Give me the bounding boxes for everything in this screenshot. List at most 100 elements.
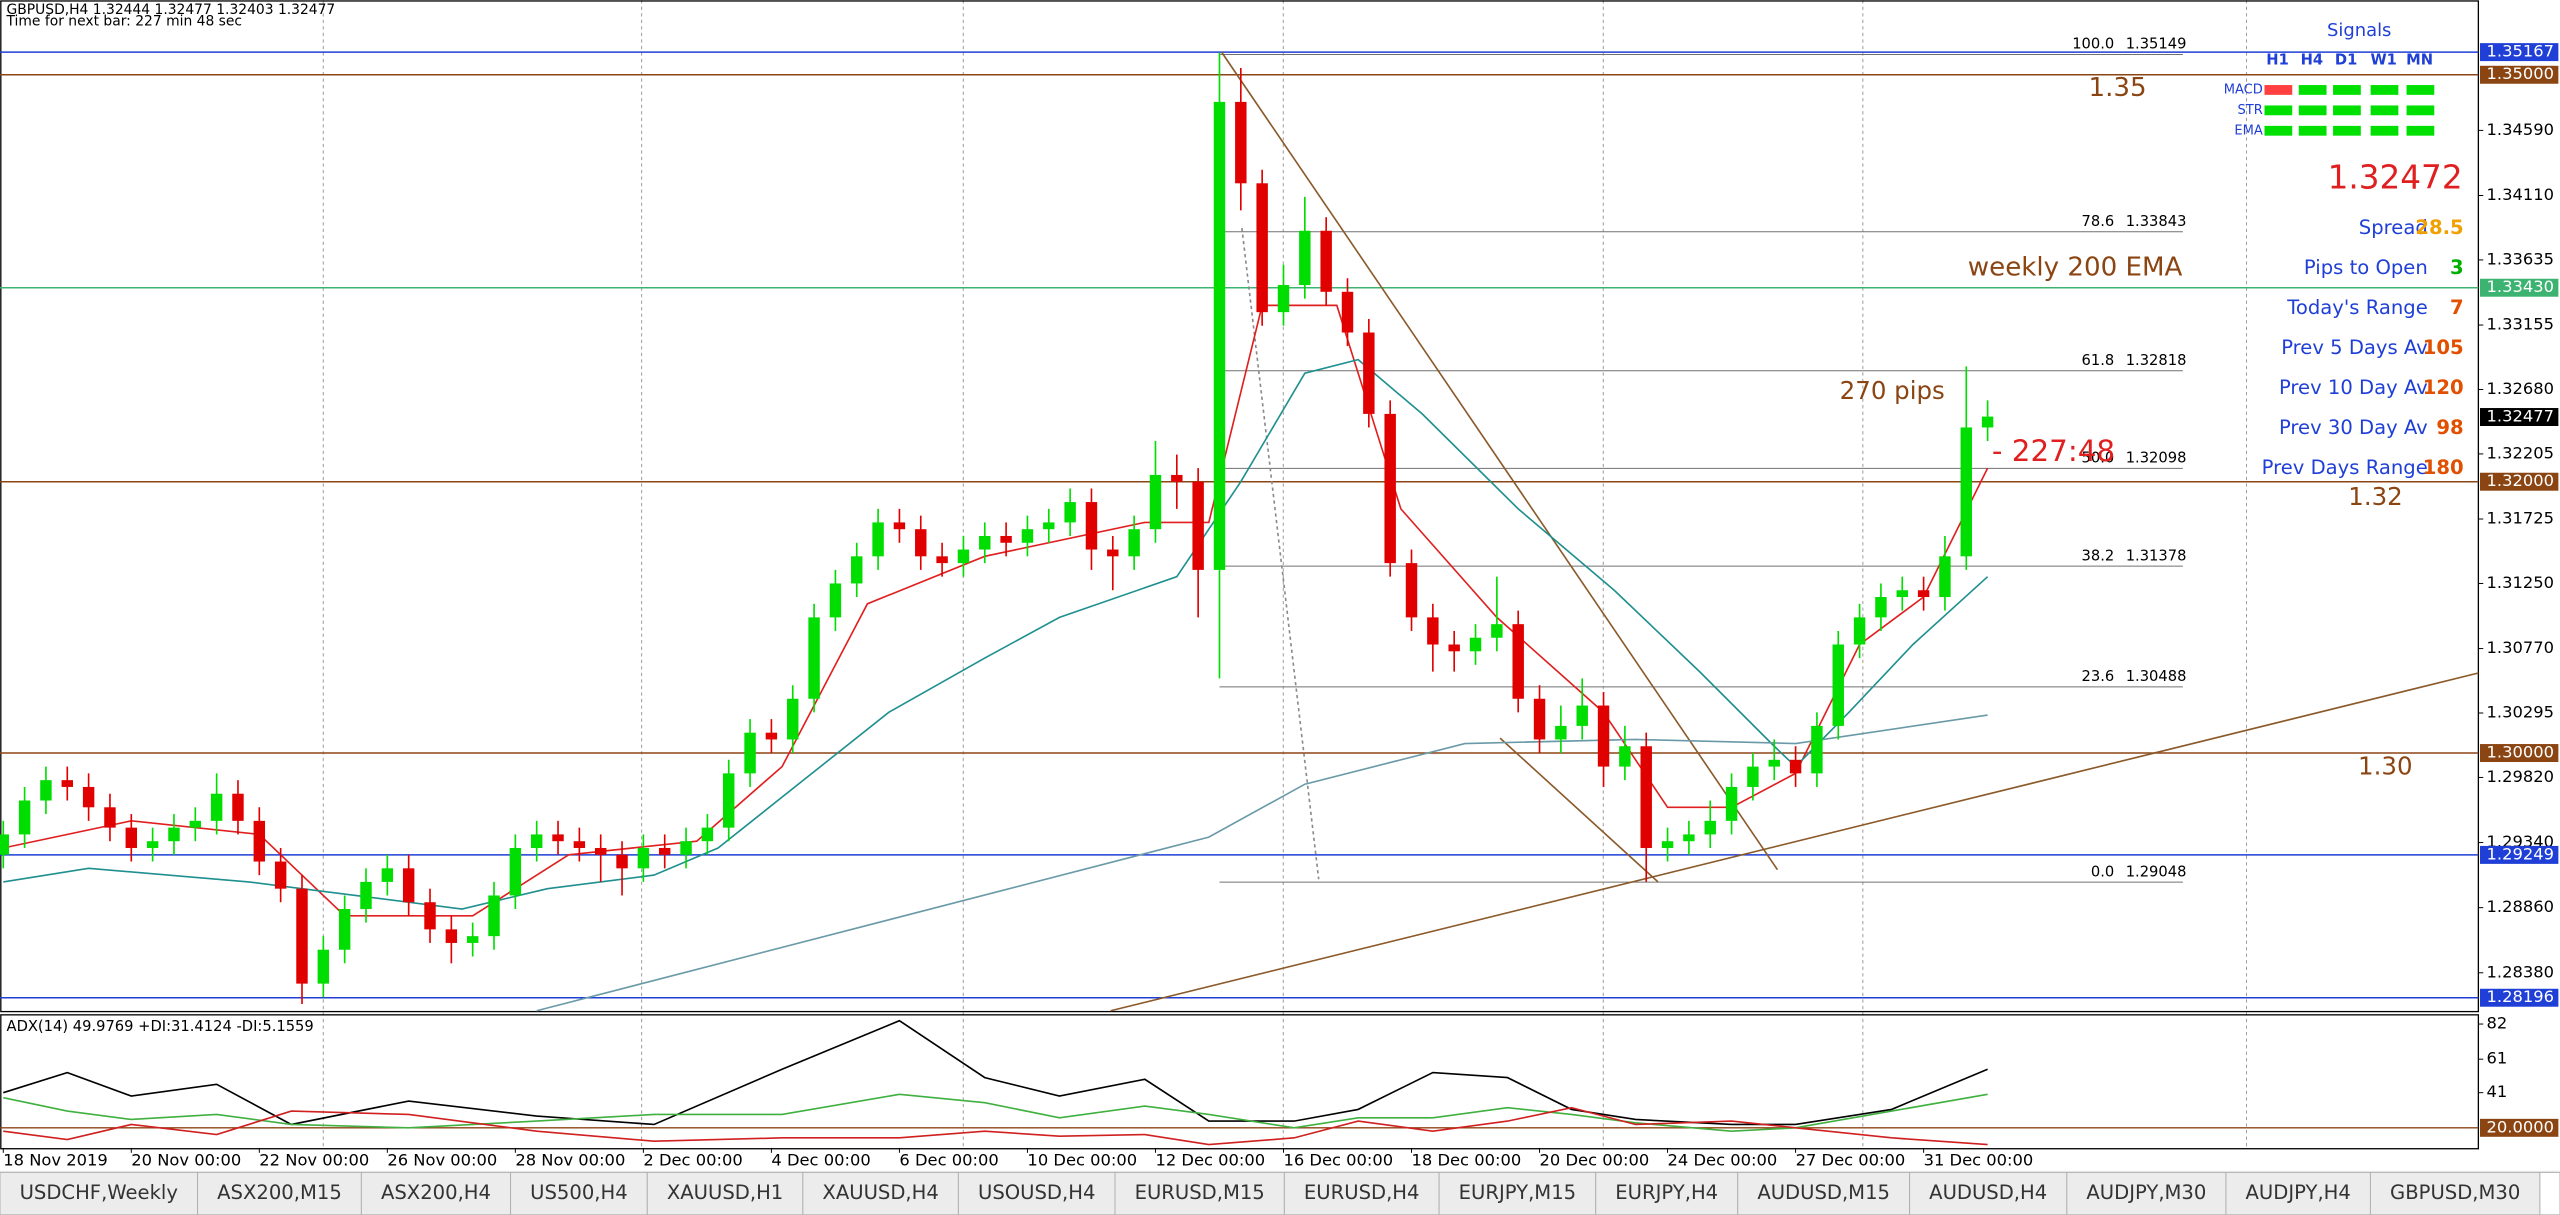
y-tick-label: 1.34110: [2487, 185, 2554, 204]
candle-body: [1960, 427, 1972, 557]
level-box: [2480, 65, 2559, 84]
candle-body: [701, 827, 714, 842]
signal-column: H4: [2301, 52, 2324, 69]
y-tick-label: 1.33155: [2487, 315, 2554, 334]
tab[interactable]: ASX200,H4: [360, 1171, 512, 1215]
candle-body: [530, 834, 543, 848]
tab[interactable]: GBPUSD,H4: [2539, 1171, 2560, 1215]
candle-body: [104, 807, 116, 828]
stat-label: Prev 10 Day Av: [2279, 376, 2428, 399]
candle-body: [1619, 746, 1631, 767]
adx-level-label: 20.0000: [2487, 1117, 2554, 1136]
signal-row-label: MACD: [2224, 82, 2263, 97]
candle-body: [1640, 746, 1652, 848]
level-box: [2480, 988, 2559, 1007]
tab-label: US500,H4: [530, 1181, 628, 1204]
level-box: [2480, 278, 2559, 297]
candle-body: [872, 522, 884, 557]
x-tick-label: 22 Nov 00:00: [259, 1150, 369, 1169]
candle-body: [552, 834, 564, 842]
tab[interactable]: GBPUSD,M30: [2369, 1171, 2541, 1215]
annotation: 1.30: [2358, 752, 2412, 781]
y-tick-label: 1.28380: [2487, 962, 2554, 981]
candle-body: [1427, 617, 1439, 645]
tab-label: ASX200,M15: [217, 1181, 342, 1204]
tab[interactable]: EURUSD,H4: [1283, 1171, 1440, 1215]
adx-level-box: [2480, 1118, 2559, 1137]
candle-body: [1299, 230, 1311, 286]
candle-body: [1235, 101, 1247, 184]
tab[interactable]: EURJPY,M15: [1438, 1171, 1597, 1215]
candle-body: [659, 847, 671, 855]
x-tick-label: 20 Dec 00:00: [1540, 1150, 1650, 1169]
fib-price: 1.31378: [2126, 547, 2187, 564]
tab[interactable]: AUDJPY,M30: [2066, 1171, 2227, 1215]
adx-frame: [0, 1014, 2480, 1150]
tab[interactable]: USOUSD,H4: [957, 1171, 1116, 1215]
x-tick-label: 26 Nov 00:00: [387, 1150, 497, 1169]
stat-value: 28.5: [2415, 216, 2463, 239]
signal-box: [2298, 105, 2327, 116]
candle-body: [1171, 474, 1183, 482]
bar-timer: Time for next bar: 227 min 48 sec: [6, 13, 243, 29]
tab-background: [2539, 1171, 2560, 1215]
tab[interactable]: EURUSD,M15: [1114, 1171, 1285, 1215]
annotation: 270 pips: [1840, 376, 1945, 405]
candle-body: [1555, 725, 1567, 740]
candle-body: [1149, 474, 1162, 530]
level-label: 1.30000: [2487, 743, 2554, 762]
y-tick-label: 1.29820: [2487, 767, 2554, 786]
tab[interactable]: ASX200,M15: [197, 1171, 362, 1215]
candle-body: [1811, 725, 1823, 774]
fib-price: 1.35149: [2126, 36, 2187, 53]
candle-body: [61, 780, 73, 787]
candle-body: [1448, 644, 1460, 652]
trendline: [1241, 227, 1320, 880]
fib-level: 38.2: [2082, 547, 2115, 564]
main-frame: [0, 0, 2480, 1013]
live-price: 1.32472: [2328, 159, 2463, 197]
tab[interactable]: XAUUSD,H1: [646, 1171, 804, 1215]
tab[interactable]: AUDUSD,M15: [1737, 1171, 1911, 1215]
signal-box: [2333, 85, 2361, 95]
tab[interactable]: AUDUSD,H4: [1909, 1171, 2068, 1215]
candle-body: [723, 773, 735, 828]
tab[interactable]: USDCHF,Weekly: [0, 1171, 199, 1215]
candle-body: [1491, 624, 1503, 638]
candle-body: [1917, 590, 1930, 598]
signal-box: [2406, 125, 2435, 136]
candle-body: [1853, 617, 1866, 645]
level-label: 1.35167: [2487, 42, 2554, 61]
candle-body: [1277, 285, 1290, 313]
level-label: 1.33430: [2487, 277, 2554, 296]
x-tick-label: 12 Dec 00:00: [1155, 1150, 1265, 1169]
tab-background: [1283, 1171, 1440, 1215]
candle-body: [1512, 624, 1524, 699]
candle-body: [1192, 481, 1204, 570]
signal-box: [2370, 105, 2399, 116]
x-tick-label: 4 Dec 00:00: [771, 1150, 870, 1169]
tab[interactable]: EURJPY,H4: [1595, 1171, 1739, 1215]
level-box: [2480, 472, 2559, 491]
x-tick-label: 28 Nov 00:00: [515, 1150, 625, 1169]
stat-value: 180: [2423, 456, 2464, 479]
tab-background: [1438, 1171, 1597, 1215]
signal-box: [2264, 125, 2293, 136]
tab-label: EURJPY,M15: [1459, 1181, 1576, 1204]
x-tick-label: 10 Dec 00:00: [1027, 1150, 1137, 1169]
tab[interactable]: AUDJPY,H4: [2225, 1171, 2371, 1215]
candle-body: [338, 909, 351, 950]
candle-body: [1107, 549, 1119, 557]
tab[interactable]: US500,H4: [510, 1171, 648, 1215]
candle-body: [851, 556, 863, 584]
tab[interactable]: XAUUSD,H4: [802, 1171, 959, 1215]
candle-body: [40, 780, 52, 801]
level-box: [2480, 845, 2559, 864]
candle-body: [573, 841, 586, 848]
candle-body: [936, 556, 948, 564]
y-tick-label: 1.30770: [2487, 638, 2554, 657]
candle-body: [445, 929, 458, 943]
tab-label: GBPUSD,M30: [2390, 1181, 2520, 1204]
signal-box: [2264, 85, 2293, 95]
candle-body: [1939, 556, 1951, 598]
